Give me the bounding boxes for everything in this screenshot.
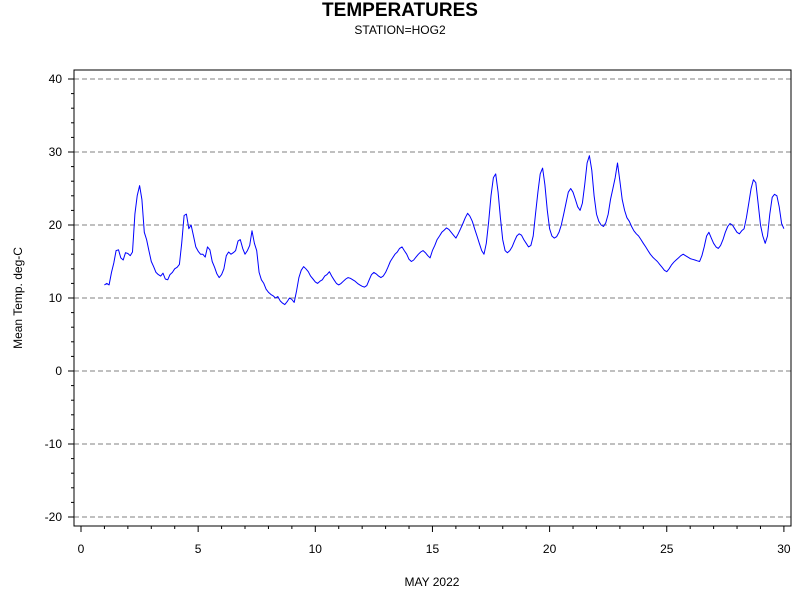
y-tick-label: 30 — [49, 145, 63, 159]
y-axis-label: Mean Temp. deg-C — [11, 247, 25, 349]
x-tick-label: 15 — [426, 542, 440, 556]
series-line — [104, 155, 785, 306]
x-tick-label: 30 — [777, 542, 791, 556]
x-tick-label: 20 — [543, 542, 557, 556]
y-tick-label: 40 — [49, 72, 63, 86]
chart-title: TEMPERATURES — [322, 0, 478, 21]
x-tick-label: 10 — [309, 542, 323, 556]
y-tick-label: -10 — [45, 437, 63, 451]
axis-ticks: -20 -10 0 10 20 30 40 0 5 10 15 20 25 30 — [45, 72, 791, 556]
y-tick-label: 10 — [49, 291, 63, 305]
x-tick-label: 5 — [195, 542, 202, 556]
y-tick-label: -20 — [45, 510, 63, 524]
chart-subtitle: STATION=HOG2 — [354, 23, 446, 37]
x-tick-label: 25 — [660, 542, 674, 556]
y-tick-label: 20 — [49, 218, 63, 232]
x-tick-label: 0 — [78, 542, 85, 556]
series-layer — [104, 155, 785, 306]
x-axis-label: MAY 2022 — [405, 575, 460, 589]
y-tick-label: 0 — [55, 364, 62, 378]
gridlines — [74, 78, 791, 518]
